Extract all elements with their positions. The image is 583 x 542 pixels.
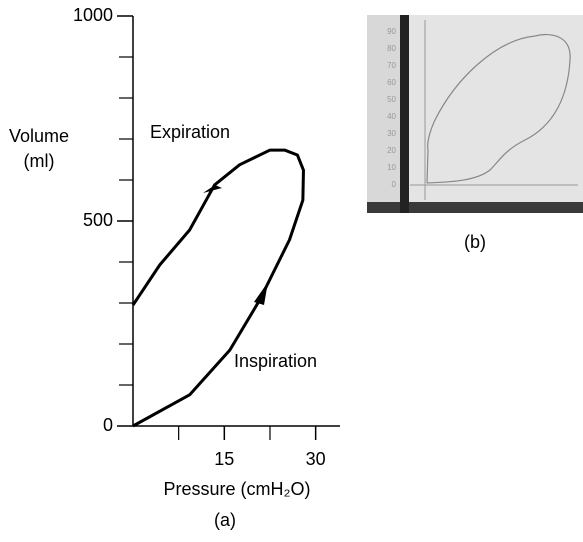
photo-tick-label: 90 — [387, 27, 396, 36]
photo-panel — [367, 15, 583, 213]
photo-tick-label: 40 — [387, 112, 396, 121]
x-axis-label: Pressure (cmH₂O) — [164, 479, 311, 499]
photo-tick-label: 20 — [387, 146, 396, 155]
photo-tick-label: 30 — [387, 129, 396, 138]
annotation: Inspiration — [234, 351, 317, 371]
pv-loop — [131, 148, 305, 428]
x-tick-label: 30 — [306, 449, 326, 469]
photo-tick-label: 70 — [387, 61, 396, 70]
caption: (b) — [464, 232, 486, 252]
photo-edge — [400, 15, 409, 213]
photo-loop — [426, 33, 571, 184]
y-tick-label: 0 — [103, 415, 113, 435]
photo-tick-label: 50 — [387, 95, 396, 104]
photo-tick-label: 0 — [392, 180, 397, 189]
y-tick-label: 1000 — [73, 5, 113, 25]
y-axis-label: Volume (ml) — [8, 126, 70, 171]
photo-tick-label: 60 — [387, 78, 396, 87]
photo-tick-label: 10 — [387, 163, 396, 172]
x-tick-label: 15 — [214, 449, 234, 469]
caption: (a) — [214, 510, 236, 530]
photo-tick-label: 80 — [387, 44, 396, 53]
photo-shadow — [367, 202, 583, 213]
y-tick-label: 500 — [83, 210, 113, 230]
annotation: Expiration — [150, 122, 230, 142]
